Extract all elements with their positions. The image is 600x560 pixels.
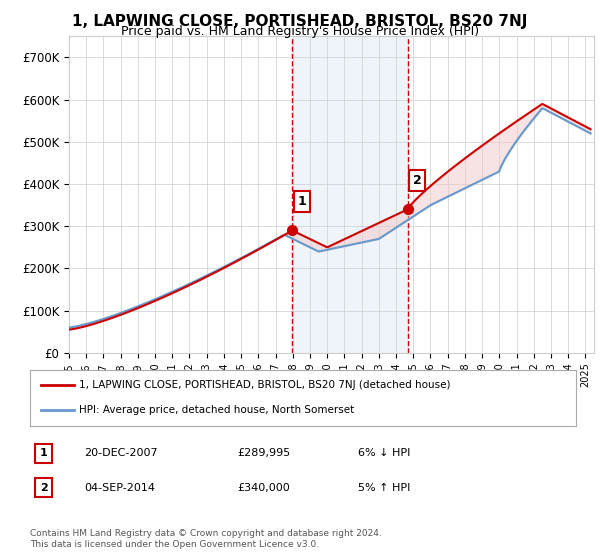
Text: £340,000: £340,000 <box>238 483 290 493</box>
Text: 20-DEC-2007: 20-DEC-2007 <box>85 448 158 458</box>
Text: 04-SEP-2014: 04-SEP-2014 <box>85 483 155 493</box>
Text: 1, LAPWING CLOSE, PORTISHEAD, BRISTOL, BS20 7NJ: 1, LAPWING CLOSE, PORTISHEAD, BRISTOL, B… <box>73 14 527 29</box>
Text: 1, LAPWING CLOSE, PORTISHEAD, BRISTOL, BS20 7NJ (detached house): 1, LAPWING CLOSE, PORTISHEAD, BRISTOL, B… <box>79 380 451 390</box>
Text: 6% ↓ HPI: 6% ↓ HPI <box>358 448 410 458</box>
Text: 2: 2 <box>40 483 47 493</box>
Text: Price paid vs. HM Land Registry's House Price Index (HPI): Price paid vs. HM Land Registry's House … <box>121 25 479 38</box>
Text: HPI: Average price, detached house, North Somerset: HPI: Average price, detached house, Nort… <box>79 405 355 415</box>
Text: Contains HM Land Registry data © Crown copyright and database right 2024.
This d: Contains HM Land Registry data © Crown c… <box>30 529 382 549</box>
Text: 2: 2 <box>413 174 421 187</box>
Text: 1: 1 <box>40 448 47 458</box>
Text: 5% ↑ HPI: 5% ↑ HPI <box>358 483 410 493</box>
Text: £289,995: £289,995 <box>238 448 291 458</box>
Text: 1: 1 <box>298 195 306 208</box>
